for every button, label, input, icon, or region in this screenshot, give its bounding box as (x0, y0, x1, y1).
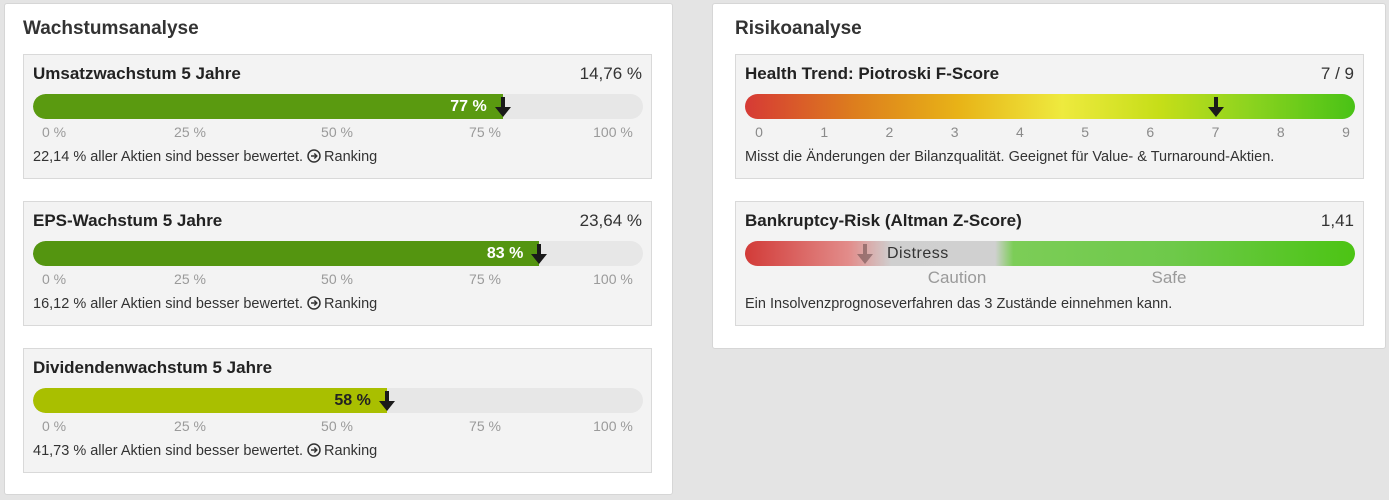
arrow-down-icon (531, 244, 548, 264)
percentile-label: 83 % (486, 245, 524, 262)
circle-arrow-right-icon (307, 443, 321, 457)
footer-text: 41,73 % aller Aktien sind besser bewerte… (33, 443, 304, 459)
tick-label: 25 % (174, 418, 206, 434)
tick-label: 0 % (41, 271, 67, 287)
tick-label: 3 (950, 124, 959, 140)
circle-arrow-right-icon (307, 296, 321, 310)
card-footer: 41,73 % aller Aktien sind besser bewerte… (33, 443, 377, 459)
percentile-label: 58 % (334, 392, 371, 409)
tick-label: 100 % (593, 418, 633, 434)
card-value: 1,41 (1320, 211, 1354, 230)
tick-label: 25 % (174, 271, 206, 287)
tick-label: 75 % (469, 271, 501, 287)
growth-analysis-panel: Wachstumsanalyse Umsatzwachstum 5 Jahre … (4, 3, 673, 495)
tick-row: 0 % 25 % 50 % 75 % 100 % (33, 418, 643, 434)
percentile-bar-fill (33, 241, 540, 266)
risk-analysis-title: Risikoanalyse (735, 18, 862, 39)
tick-row: 0 % 25 % 50 % 75 % 100 % (33, 271, 643, 287)
dividend-growth-card: Dividendenwachstum 5 Jahre 58 % 0 % 25 %… (23, 348, 652, 473)
piotroski-fscore-card: Health Trend: Piotroski F-Score 7 / 9 0 … (735, 54, 1364, 179)
fscore-gradient-bar (745, 94, 1355, 119)
card-value: 14,76 % (579, 64, 642, 83)
ranking-link[interactable]: Ranking (307, 149, 377, 165)
tick-row: 0 1 2 3 4 5 6 7 8 9 (745, 124, 1355, 140)
tick-label: 9 (1342, 124, 1350, 140)
arrow-down-icon (378, 391, 395, 411)
tick-label: 75 % (469, 124, 501, 140)
percentile-bar-fill (33, 94, 503, 119)
tick-label: 6 (1146, 124, 1155, 140)
percentile-bar: 83 % (33, 241, 643, 266)
percentile-label: 77 % (450, 98, 487, 115)
tick-label: 100 % (593, 271, 633, 287)
tick-label: 0 % (41, 124, 67, 140)
ranking-link[interactable]: Ranking (307, 296, 377, 312)
card-value: 7 / 9 (1320, 64, 1354, 83)
tick-row: 0 % 25 % 50 % 75 % 100 % (33, 124, 643, 140)
tick-label: 5 (1081, 124, 1090, 140)
growth-analysis-title: Wachstumsanalyse (23, 18, 199, 39)
card-description: Misst die Änderungen der Bilanzqualität.… (745, 149, 1275, 165)
ranking-label[interactable]: Ranking (324, 443, 378, 459)
tick-label: 75 % (469, 418, 501, 434)
tick-label: 1 (820, 124, 829, 140)
tick-label: 7 (1211, 124, 1220, 140)
arrow-down-icon (494, 97, 511, 117)
card-title: Dividendenwachstum 5 Jahre (33, 358, 273, 377)
tick-label: 25 % (174, 124, 206, 140)
arrow-down-icon (857, 244, 873, 264)
ranking-label[interactable]: Ranking (324, 149, 378, 165)
card-title: Health Trend: Piotroski F-Score (745, 64, 1000, 83)
tick-label: 50 % (321, 418, 353, 434)
tick-label: 0 (755, 124, 763, 140)
card-title: EPS-Wachstum 5 Jahre (33, 211, 223, 230)
percentile-bar: 58 % (33, 388, 643, 413)
card-description: Ein Insolvenzprognoseverfahren das 3 Zus… (745, 296, 1173, 312)
altman-zscore-card: Bankruptcy-Risk (Altman Z-Score) 1,41 Di… (735, 201, 1364, 326)
percentile-bar-fill (33, 388, 387, 413)
eps-growth-card: EPS-Wachstum 5 Jahre 23,64 % 83 % 0 % 25… (23, 201, 652, 326)
zone-caution-label: Caution (927, 268, 987, 287)
tick-label: 50 % (321, 271, 353, 287)
tick-label: 50 % (321, 124, 353, 140)
ranking-link[interactable]: Ranking (307, 443, 377, 459)
tick-label: 8 (1276, 124, 1285, 140)
revenue-growth-card: Umsatzwachstum 5 Jahre 14,76 % 77 % 0 % … (23, 54, 652, 179)
tick-label: 0 % (41, 418, 67, 434)
arrow-down-icon (1207, 97, 1224, 117)
tick-label: 100 % (593, 124, 633, 140)
footer-text: 22,14 % aller Aktien sind besser bewerte… (33, 149, 304, 165)
circle-arrow-right-icon (307, 149, 321, 163)
tick-label: 2 (885, 124, 894, 140)
zscore-zone-bar: Distress (745, 241, 1355, 266)
card-title: Umsatzwachstum 5 Jahre (33, 64, 241, 83)
card-footer: 16,12 % aller Aktien sind besser bewerte… (33, 296, 377, 312)
ranking-label[interactable]: Ranking (324, 296, 378, 312)
risk-analysis-panel: Risikoanalyse Health Trend: Piotroski F-… (712, 3, 1386, 349)
tick-label: 4 (1015, 124, 1024, 140)
zone-distress-label: Distress (887, 245, 949, 262)
card-title: Bankruptcy-Risk (Altman Z-Score) (745, 211, 1022, 230)
footer-text: 16,12 % aller Aktien sind besser bewerte… (33, 296, 304, 312)
zone-safe-label: Safe (1151, 268, 1187, 287)
percentile-bar: 77 % (33, 94, 643, 119)
card-footer: 22,14 % aller Aktien sind besser bewerte… (33, 149, 377, 165)
card-value: 23,64 % (579, 211, 642, 230)
